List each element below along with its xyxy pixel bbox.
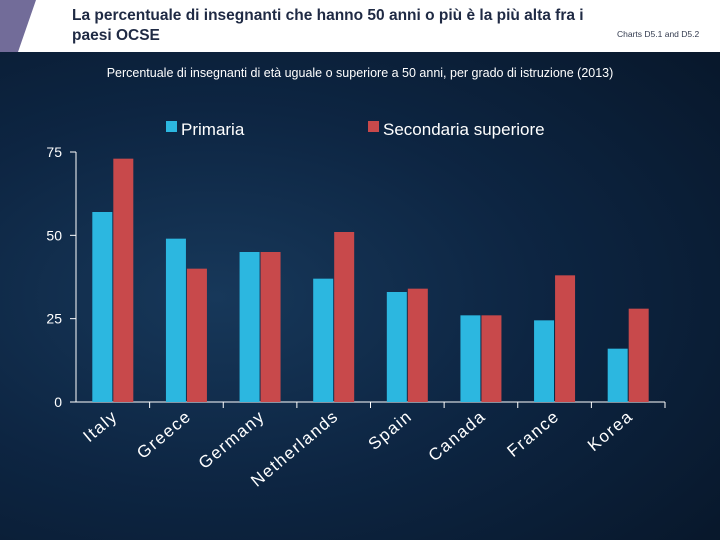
- bar-primaria-france: [534, 320, 555, 402]
- x-tick-label-canada: Canada: [425, 407, 490, 466]
- legend-swatch-primaria: [166, 121, 177, 132]
- legend-label-secondaria: Secondaria superiore: [383, 120, 545, 139]
- y-tick-label: 75: [46, 144, 62, 160]
- bar-secondaria-spain: [407, 288, 428, 402]
- x-tick-label-italy: Italy: [80, 407, 122, 446]
- y-tick-label: 25: [46, 311, 62, 327]
- y-tick-label: 0: [54, 394, 62, 410]
- y-tick-label: 50: [46, 227, 62, 243]
- x-tick-label-france: France: [503, 407, 563, 461]
- page-title: La percentuale di insegnanti che hanno 5…: [72, 7, 584, 44]
- x-tick-label-korea: Korea: [584, 407, 637, 456]
- x-tick-label-spain: Spain: [365, 407, 416, 454]
- bar-secondaria-greece: [186, 268, 207, 402]
- x-ticks: [149, 402, 666, 408]
- bar-primaria-germany: [239, 252, 260, 402]
- legend-label-primaria: Primaria: [181, 120, 245, 139]
- bar-primaria-spain: [386, 292, 407, 402]
- header-band: [18, 0, 600, 52]
- bar-primaria-italy: [92, 212, 113, 402]
- bar-secondaria-italy: [113, 158, 134, 402]
- bar-primaria-greece: [165, 238, 186, 402]
- bar-primaria-canada: [460, 315, 481, 402]
- chart-subtitle: Percentuale di insegnanti di età uguale …: [106, 66, 614, 80]
- legend-swatch-secondaria: [368, 121, 379, 132]
- bar-secondaria-france: [555, 275, 576, 402]
- legend: Primaria Secondaria superiore: [166, 120, 545, 139]
- y-ticks: 0 25 50 75: [46, 144, 76, 410]
- x-tick-label-germany: Germany: [195, 407, 269, 473]
- bar-secondaria-netherlands: [334, 232, 355, 402]
- bar-secondaria-korea: [628, 308, 649, 402]
- bar-primaria-netherlands: [313, 278, 334, 402]
- charts-reference: Charts D5.1 and D5.2: [617, 29, 700, 39]
- bar-primaria-korea: [607, 348, 628, 402]
- x-tick-label-greece: Greece: [133, 407, 195, 463]
- bars: [92, 158, 649, 402]
- bar-secondaria-canada: [481, 315, 502, 402]
- bar-secondaria-germany: [260, 252, 281, 402]
